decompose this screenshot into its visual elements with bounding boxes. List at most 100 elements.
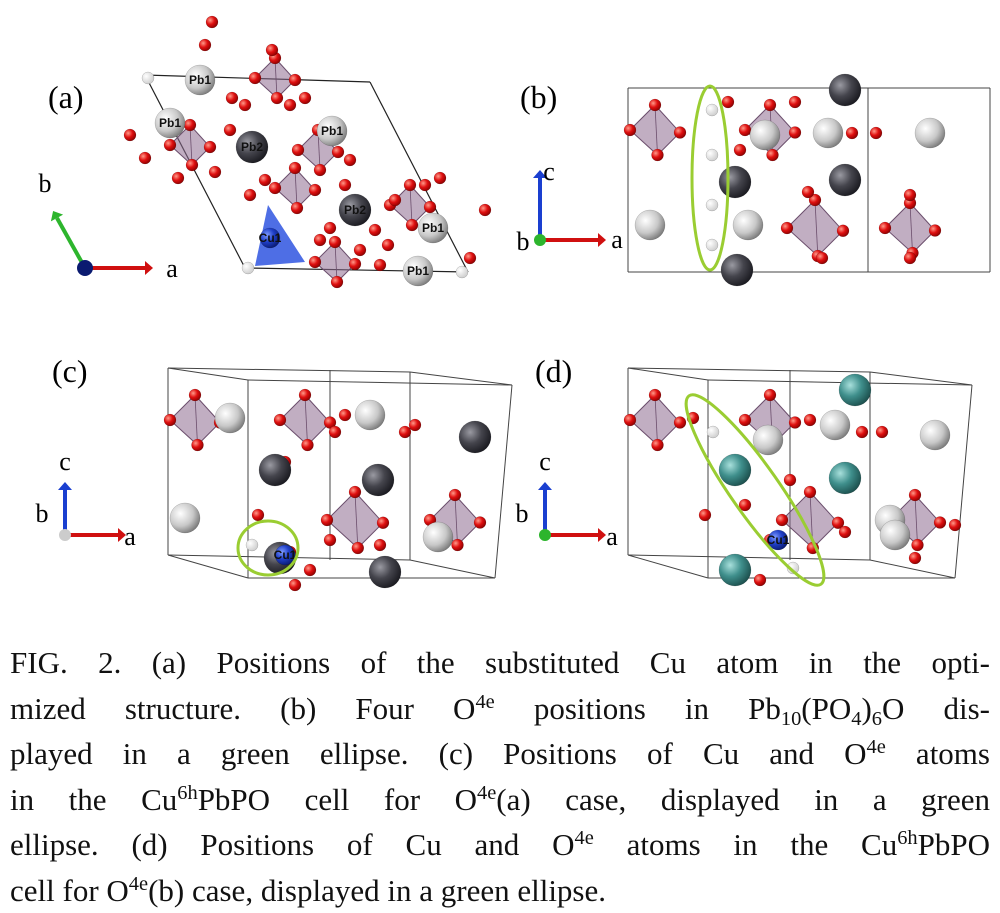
atom [309, 184, 321, 196]
atom [299, 92, 311, 104]
atom [776, 514, 788, 526]
axis-origin [59, 529, 71, 541]
atom [292, 144, 304, 156]
atom [291, 202, 303, 214]
atom [355, 400, 385, 430]
cell-edge [495, 385, 512, 578]
caption-text: (a) case, displayed in a green [496, 782, 990, 817]
axis-label: a [611, 225, 623, 254]
atom [289, 74, 301, 86]
atom [259, 174, 271, 186]
atom [331, 276, 343, 288]
atom [246, 539, 258, 551]
atom [781, 222, 793, 234]
cell-edge [168, 368, 248, 380]
atom [374, 259, 386, 271]
axis-label: b [39, 169, 52, 198]
atom [929, 225, 941, 237]
caption-text: PbPO [918, 827, 990, 862]
atom [733, 210, 763, 240]
atom-label: Pb2 [344, 203, 366, 217]
atom [409, 419, 421, 431]
atom [389, 194, 401, 206]
atom [224, 124, 236, 136]
caption-text: O dis- [882, 691, 990, 726]
atom [624, 414, 636, 426]
caption-line: cell for O4e(b) case, displayed in a gre… [10, 868, 990, 913]
atom [404, 179, 416, 191]
panel-label: (d) [535, 353, 572, 389]
caption-text: positions in Pb [495, 691, 781, 726]
atom-label: Pb1 [321, 124, 343, 138]
atom [289, 579, 301, 591]
atom [332, 146, 344, 158]
axis-arrowhead [58, 482, 72, 490]
atom [804, 486, 816, 498]
atom [209, 166, 221, 178]
axis-label: b [516, 499, 529, 528]
atom [816, 252, 828, 264]
atom [649, 99, 661, 111]
atom-label: Pb1 [407, 264, 429, 278]
cell-edge [145, 75, 245, 268]
atom [934, 517, 946, 529]
atom-label: Cu1 [259, 231, 282, 245]
atom [739, 414, 751, 426]
atom [635, 210, 665, 240]
atom [172, 172, 184, 184]
axis-label: a [124, 522, 136, 551]
atom [192, 439, 204, 451]
atom [321, 514, 333, 526]
caption-text: 6 [872, 708, 882, 730]
atom [837, 225, 849, 237]
atom [719, 554, 751, 586]
atom [266, 44, 278, 56]
atom [706, 239, 718, 251]
caption-line: FIG. 2. (a) Positions of the substituted… [10, 640, 990, 686]
atom [226, 92, 238, 104]
tetrahedron [787, 200, 843, 256]
atom [753, 425, 783, 455]
atom [856, 426, 868, 438]
atom [269, 182, 281, 194]
panel-label: (c) [52, 353, 88, 389]
atom [274, 414, 286, 426]
atom-label: Pb1 [159, 116, 181, 130]
caption-text: mized structure. (b) Four O [10, 691, 475, 726]
atom [259, 454, 291, 486]
cell-edge [628, 555, 870, 560]
atom [706, 149, 718, 161]
atom [344, 154, 356, 166]
atom [789, 417, 801, 429]
atom [329, 236, 341, 248]
atom [474, 517, 486, 529]
atom [339, 409, 351, 421]
cell-edge [628, 368, 708, 380]
atom [215, 403, 245, 433]
atom [706, 199, 718, 211]
caption-text: 10 [781, 708, 801, 730]
atom [354, 244, 366, 256]
caption-line: ellipse. (d) Positions of Cu and O4e ato… [10, 822, 990, 868]
atom [734, 144, 746, 156]
atom [789, 127, 801, 139]
atom [304, 564, 316, 576]
atom [915, 118, 945, 148]
atom [189, 389, 201, 401]
axis-label: b [517, 227, 530, 256]
caption-text: cell for O [10, 873, 129, 908]
atom [139, 152, 151, 164]
atom [244, 189, 256, 201]
atom [289, 162, 301, 174]
atom [124, 129, 136, 141]
atom [652, 149, 664, 161]
atom [456, 266, 468, 278]
atom [750, 120, 780, 150]
atom [904, 252, 916, 264]
caption-text: 4 [851, 708, 861, 730]
panel-label: (a) [48, 79, 84, 115]
atom [369, 224, 381, 236]
atom [314, 164, 326, 176]
atom [424, 201, 436, 213]
